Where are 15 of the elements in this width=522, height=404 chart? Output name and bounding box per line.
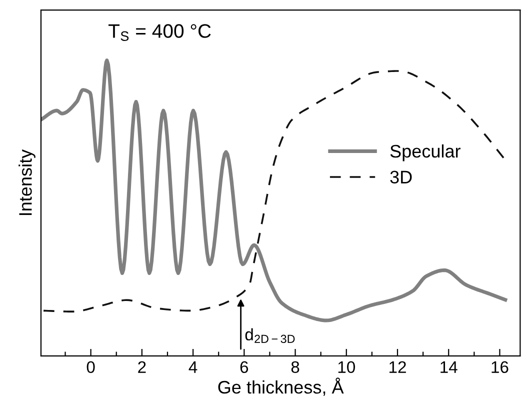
x-tick-label: 8 <box>291 361 300 374</box>
x-tick-label: 0 <box>86 361 95 374</box>
x-tick-label: 14 <box>440 361 458 373</box>
x-tick-label: 16 <box>492 361 508 374</box>
annotation: d$_{2D−3D}$ <box>245 328 295 344</box>
legend-label: Specular <box>390 144 460 162</box>
text: T$_{S}$ = 400 °C <box>108 24 211 41</box>
x-axis-title: Ge thickness, Å <box>218 378 344 396</box>
x-tick-label: 2 <box>138 361 146 373</box>
x-tick-label: 4 <box>188 361 198 373</box>
legend-label: 3D <box>390 170 412 184</box>
x-tick-label: 10 <box>338 361 356 374</box>
y-axis-title: Intensity <box>18 149 36 215</box>
x-tick-label: 12 <box>390 361 406 373</box>
x-tick-label: 6 <box>240 361 248 374</box>
